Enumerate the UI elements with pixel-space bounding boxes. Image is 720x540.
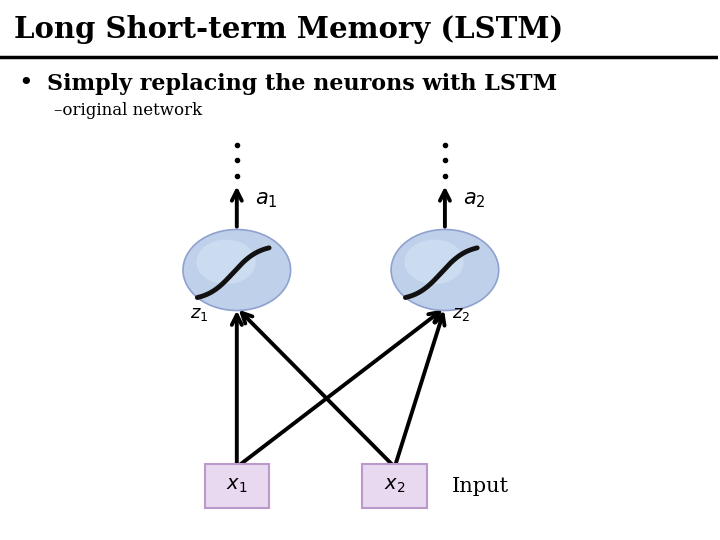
Text: $a_2$: $a_2$ [463, 190, 485, 210]
Text: •: • [18, 72, 32, 95]
Text: $x_2$: $x_2$ [384, 477, 405, 495]
Text: –original network: –original network [54, 102, 202, 119]
Text: $a_1$: $a_1$ [255, 190, 277, 210]
Circle shape [197, 240, 256, 284]
Text: Long Short-term Memory (LSTM): Long Short-term Memory (LSTM) [14, 15, 564, 44]
Circle shape [391, 230, 499, 310]
Text: $z_1$: $z_1$ [190, 305, 209, 323]
Text: Simply replacing the neurons with LSTM: Simply replacing the neurons with LSTM [47, 73, 557, 94]
Text: $x_1$: $x_1$ [226, 477, 248, 495]
Text: Input: Input [452, 476, 509, 496]
FancyBboxPatch shape [362, 464, 427, 508]
Circle shape [183, 230, 291, 310]
FancyBboxPatch shape [204, 464, 269, 508]
Text: $z_2$: $z_2$ [452, 305, 470, 323]
Circle shape [405, 240, 464, 284]
